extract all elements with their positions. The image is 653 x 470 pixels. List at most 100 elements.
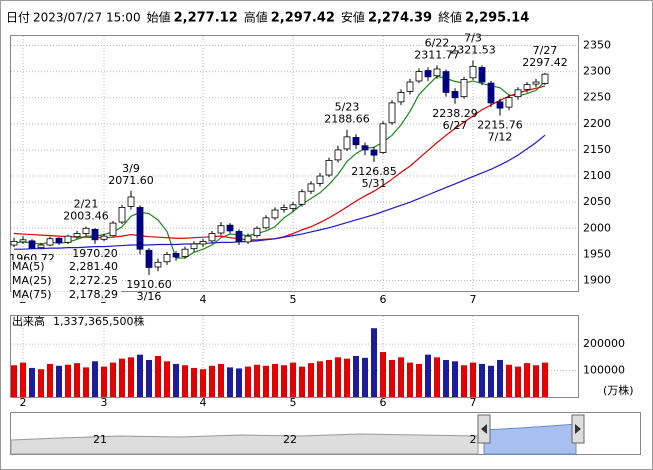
candle-body bbox=[478, 66, 486, 83]
candle-body bbox=[487, 82, 495, 104]
volume-bar bbox=[290, 362, 296, 397]
candle-body bbox=[532, 81, 540, 85]
x-tick-label: 4 bbox=[200, 293, 207, 306]
candle-body bbox=[64, 235, 72, 243]
candle-body bbox=[370, 149, 378, 156]
volume-bar bbox=[452, 361, 458, 397]
volume-bar bbox=[515, 366, 521, 397]
candle-body bbox=[262, 217, 270, 229]
y-tick-label: 1900 bbox=[583, 274, 611, 287]
candle-body bbox=[19, 239, 27, 243]
candle-body bbox=[397, 92, 405, 103]
x-tick-label: 5 bbox=[290, 293, 297, 306]
volume-bar bbox=[11, 365, 17, 397]
candle-body bbox=[469, 65, 477, 79]
volume-bar bbox=[344, 358, 350, 397]
volume-bar bbox=[362, 357, 368, 397]
navigator-label: 2 bbox=[470, 433, 477, 446]
volume-bar bbox=[101, 366, 107, 397]
candle-body bbox=[28, 240, 36, 249]
candle-body bbox=[523, 84, 531, 90]
candle-body bbox=[37, 244, 45, 249]
candle-body bbox=[514, 89, 522, 98]
candle-body bbox=[352, 136, 360, 146]
annotation-value: 1970.20 bbox=[72, 247, 118, 260]
candle-body bbox=[217, 225, 225, 234]
x-tick-label: 6 bbox=[380, 293, 387, 306]
candle-body bbox=[505, 97, 513, 108]
header-label: 安値 bbox=[341, 10, 365, 25]
volume-bar bbox=[434, 357, 440, 397]
annotation-value: 2126.85 bbox=[351, 165, 397, 178]
volume-bar bbox=[542, 362, 548, 397]
volume-bar bbox=[164, 361, 170, 397]
annotation-value: 2238.29 bbox=[432, 107, 478, 120]
legend-name: MA(5) bbox=[12, 260, 45, 273]
candle-body bbox=[82, 227, 90, 234]
candle-body bbox=[199, 240, 207, 245]
legend-value: 2,281.40 bbox=[69, 260, 118, 273]
annotation-date: 5/23 bbox=[335, 101, 360, 114]
volume-bar bbox=[281, 365, 287, 397]
volume-bar bbox=[209, 365, 215, 397]
volume-bar bbox=[497, 359, 503, 397]
candle-body bbox=[163, 254, 171, 263]
y-tick-label: 2150 bbox=[583, 143, 611, 156]
y-tick-label: 2300 bbox=[583, 65, 611, 78]
candle-body bbox=[136, 207, 144, 250]
volume-bar bbox=[92, 361, 98, 397]
volume-bar bbox=[479, 363, 485, 397]
candle-body bbox=[73, 233, 81, 238]
candle-body bbox=[361, 145, 369, 151]
candle-body bbox=[307, 183, 315, 192]
annotation-value: 1910.60 bbox=[126, 278, 172, 291]
annotation-date: 3/9 bbox=[122, 162, 140, 175]
y-tick-label: 2050 bbox=[583, 195, 611, 208]
candle-body bbox=[343, 136, 351, 150]
header-value: 2023/07/27 15:00 bbox=[33, 11, 141, 25]
candle-body bbox=[316, 175, 324, 184]
candle-body bbox=[451, 91, 459, 99]
annotation-date: 7/27 bbox=[533, 44, 558, 57]
navigator-label: 22 bbox=[283, 433, 297, 446]
candle-body bbox=[541, 73, 549, 84]
volume-bar bbox=[236, 368, 242, 397]
candle-body bbox=[154, 261, 162, 268]
volume-bar bbox=[146, 359, 152, 397]
volume-bar bbox=[191, 367, 197, 397]
candle-body bbox=[406, 81, 414, 92]
candle-body bbox=[118, 207, 126, 223]
y-tick-label: 2200 bbox=[583, 117, 611, 130]
candle-body bbox=[100, 235, 108, 240]
annotation-date: 2/21 bbox=[74, 197, 99, 210]
legend-bg bbox=[11, 288, 121, 302]
volume-bar bbox=[407, 362, 413, 397]
candle-body bbox=[433, 68, 441, 77]
candle-body bbox=[145, 249, 153, 268]
volume-bar bbox=[245, 366, 251, 397]
candle-body bbox=[208, 233, 216, 242]
navigator-label: 21 bbox=[93, 433, 107, 446]
volume-total: 1,337,365,500株 bbox=[53, 314, 144, 328]
candle-body bbox=[460, 79, 468, 98]
volume-bar bbox=[416, 363, 422, 397]
header-value: 2,274.39 bbox=[368, 11, 432, 26]
candle-body bbox=[325, 159, 333, 176]
volume-bar bbox=[227, 367, 233, 397]
volume-bar bbox=[353, 356, 359, 397]
legend-value: 2,272.25 bbox=[69, 274, 118, 287]
volume-bar bbox=[47, 363, 53, 397]
volume-bar bbox=[128, 357, 134, 397]
annotation-date: 5/31 bbox=[362, 177, 387, 190]
x-tick-label: 3 bbox=[101, 396, 108, 409]
volume-bar bbox=[173, 363, 179, 397]
volume-panel bbox=[10, 315, 579, 398]
candle-body bbox=[235, 231, 243, 242]
candle-body bbox=[55, 237, 63, 244]
candle-body bbox=[253, 227, 261, 237]
candle-body bbox=[127, 196, 135, 207]
candle-body bbox=[172, 252, 180, 258]
candle-body bbox=[244, 235, 252, 243]
ma-line bbox=[14, 134, 546, 250]
volume-bar bbox=[272, 363, 278, 397]
